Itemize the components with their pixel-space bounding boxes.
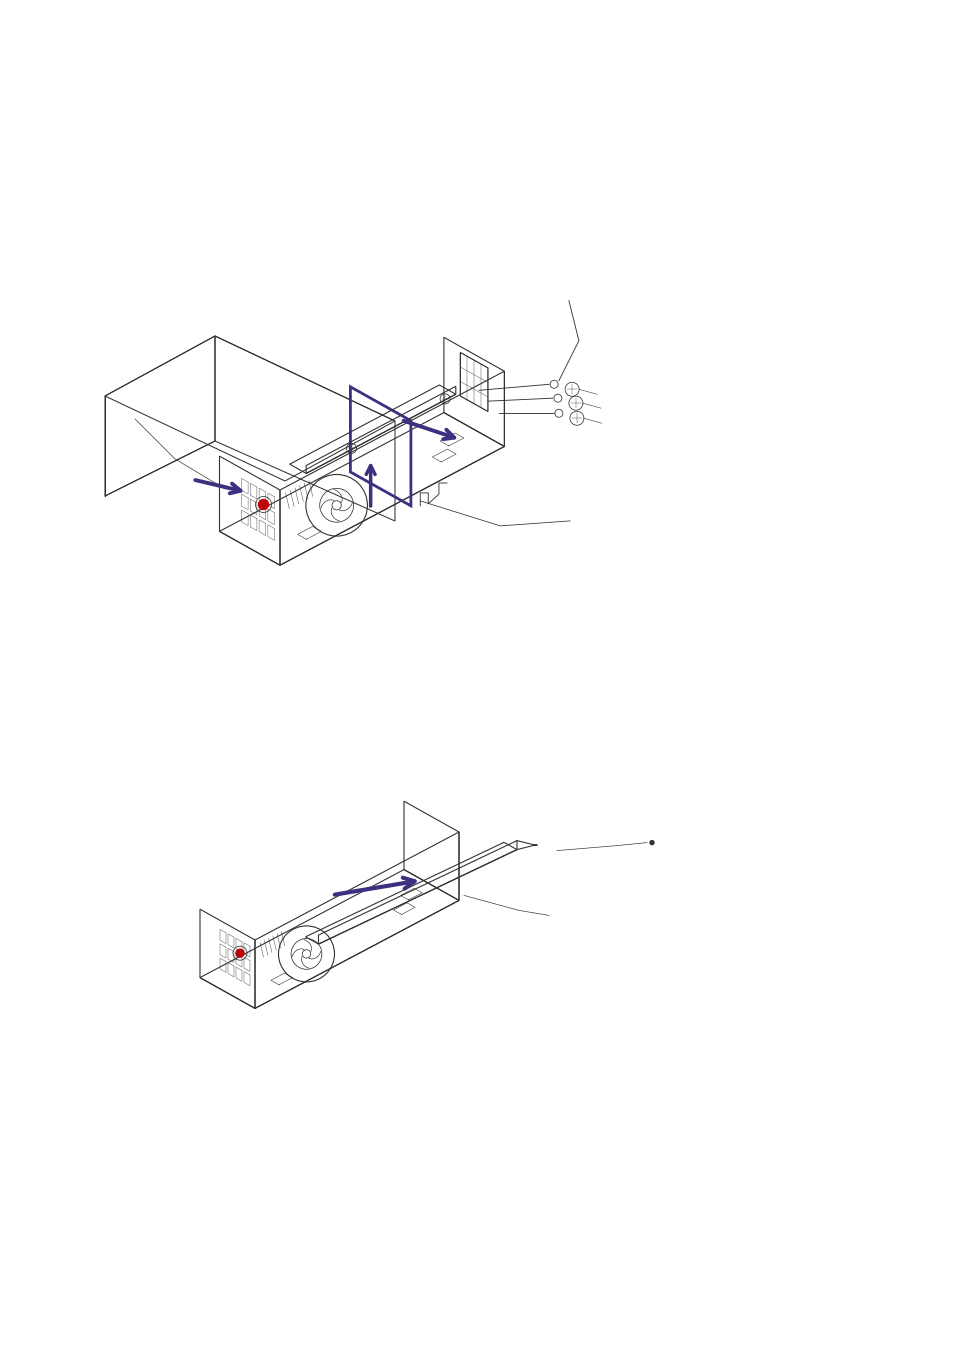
Circle shape (235, 950, 244, 958)
Circle shape (258, 500, 268, 509)
Circle shape (649, 840, 654, 844)
